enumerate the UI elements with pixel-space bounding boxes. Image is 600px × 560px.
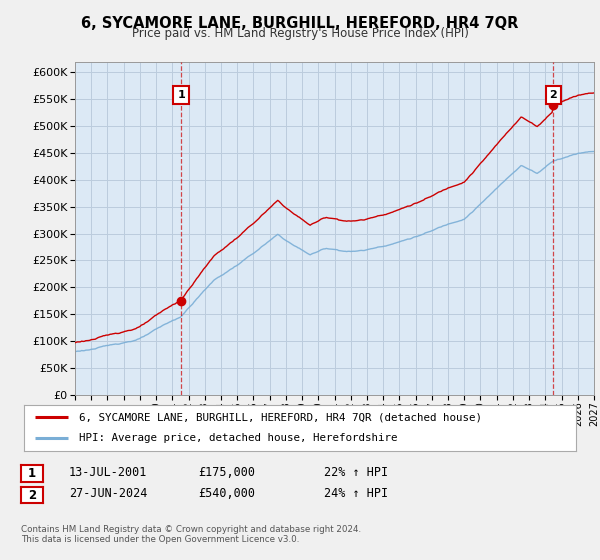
Text: Contains HM Land Registry data © Crown copyright and database right 2024.: Contains HM Land Registry data © Crown c… <box>21 525 361 534</box>
Text: 13-JUL-2001: 13-JUL-2001 <box>69 465 148 479</box>
Text: 1: 1 <box>28 466 36 480</box>
Text: 27-JUN-2024: 27-JUN-2024 <box>69 487 148 501</box>
Text: 1: 1 <box>177 90 185 100</box>
Text: HPI: Average price, detached house, Herefordshire: HPI: Average price, detached house, Here… <box>79 433 398 444</box>
Text: 6, SYCAMORE LANE, BURGHILL, HEREFORD, HR4 7QR (detached house): 6, SYCAMORE LANE, BURGHILL, HEREFORD, HR… <box>79 412 482 422</box>
Text: £175,000: £175,000 <box>198 465 255 479</box>
Text: £540,000: £540,000 <box>198 487 255 501</box>
Text: 6, SYCAMORE LANE, BURGHILL, HEREFORD, HR4 7QR: 6, SYCAMORE LANE, BURGHILL, HEREFORD, HR… <box>82 16 518 31</box>
Text: 22% ↑ HPI: 22% ↑ HPI <box>324 465 388 479</box>
Text: 2: 2 <box>28 488 36 502</box>
Text: 24% ↑ HPI: 24% ↑ HPI <box>324 487 388 501</box>
Text: This data is licensed under the Open Government Licence v3.0.: This data is licensed under the Open Gov… <box>21 535 299 544</box>
Text: Price paid vs. HM Land Registry's House Price Index (HPI): Price paid vs. HM Land Registry's House … <box>131 27 469 40</box>
Text: 2: 2 <box>550 90 557 100</box>
